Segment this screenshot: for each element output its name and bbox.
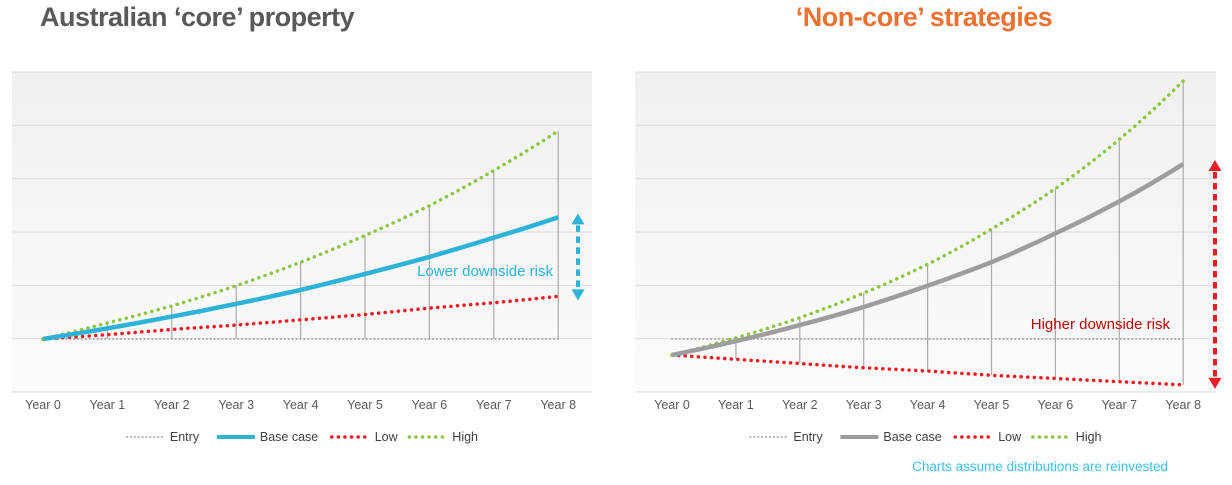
x-axis-label: Year 8 (1165, 398, 1201, 412)
reinvestment-footnote: Charts assume distributions are reinvest… (912, 459, 1168, 474)
x-axis-label: Year 6 (412, 398, 448, 412)
legend-label: Base case (883, 430, 941, 444)
x-axis-label: Year 7 (476, 398, 512, 412)
x-axis-label: Year 5 (974, 398, 1010, 412)
risk-range-arrowhead-up (1208, 160, 1222, 172)
risk-range-arrowhead-down (571, 289, 585, 301)
lower-downside-risk-annotation: Lower downside risk (417, 263, 553, 280)
x-axis-label: Year 0 (25, 398, 61, 412)
legend-label: Entry (793, 430, 823, 444)
x-axis-label: Year 6 (1038, 398, 1074, 412)
x-axis-label: Year 3 (218, 398, 254, 412)
series-base-case-line (671, 162, 1185, 358)
x-axis-label: Year 1 (718, 398, 754, 412)
x-axis-label: Year 4 (910, 398, 946, 412)
core-chart: Year 0 Year 1 Year 2 Year 3 Year 4 Year 5 Year… (12, 71, 592, 444)
legend-label: Low (375, 430, 399, 444)
x-axis-label: Year 2 (154, 398, 190, 412)
x-axis-label: Year 2 (782, 398, 818, 412)
risk-range-arrowhead-down (1208, 377, 1222, 389)
series-low-line (41, 294, 560, 341)
x-axis-label: Year 8 (540, 398, 576, 412)
x-axis-label: Year 1 (90, 398, 126, 412)
noncore-chart-title: ‘Non-core’ strategies (795, 2, 1053, 32)
legend-label: High (452, 430, 478, 444)
legend-label: High (1076, 430, 1102, 444)
higher-downside-risk-annotation: Higher downside risk (1030, 316, 1170, 333)
x-axis-label: Year 5 (347, 398, 383, 412)
x-axis-label: Year 4 (283, 398, 319, 412)
series-base-case-line (42, 215, 559, 342)
chart-panel-noncore: ‘Non-core’ strategies Year 0 Year 1 Year 2… (616, 0, 1232, 485)
core-chart-title: Australian ‘core’ property (40, 2, 355, 32)
series-high-line (670, 79, 1185, 357)
x-axis-label: Year 3 (846, 398, 882, 412)
legend-label: Base case (260, 430, 318, 444)
series-high-line (41, 129, 560, 341)
legend-label: Entry (170, 430, 200, 444)
legend-label: Low (998, 430, 1022, 444)
series-low-line (670, 353, 1185, 387)
x-axis-label: Year 0 (654, 398, 690, 412)
risk-range-arrowhead-up (571, 213, 585, 225)
noncore-chart: Year 0 Year 1 Year 2 Year 3 Year 4 Year 5 Year… (635, 71, 1222, 444)
x-axis-label: Year 7 (1101, 398, 1137, 412)
